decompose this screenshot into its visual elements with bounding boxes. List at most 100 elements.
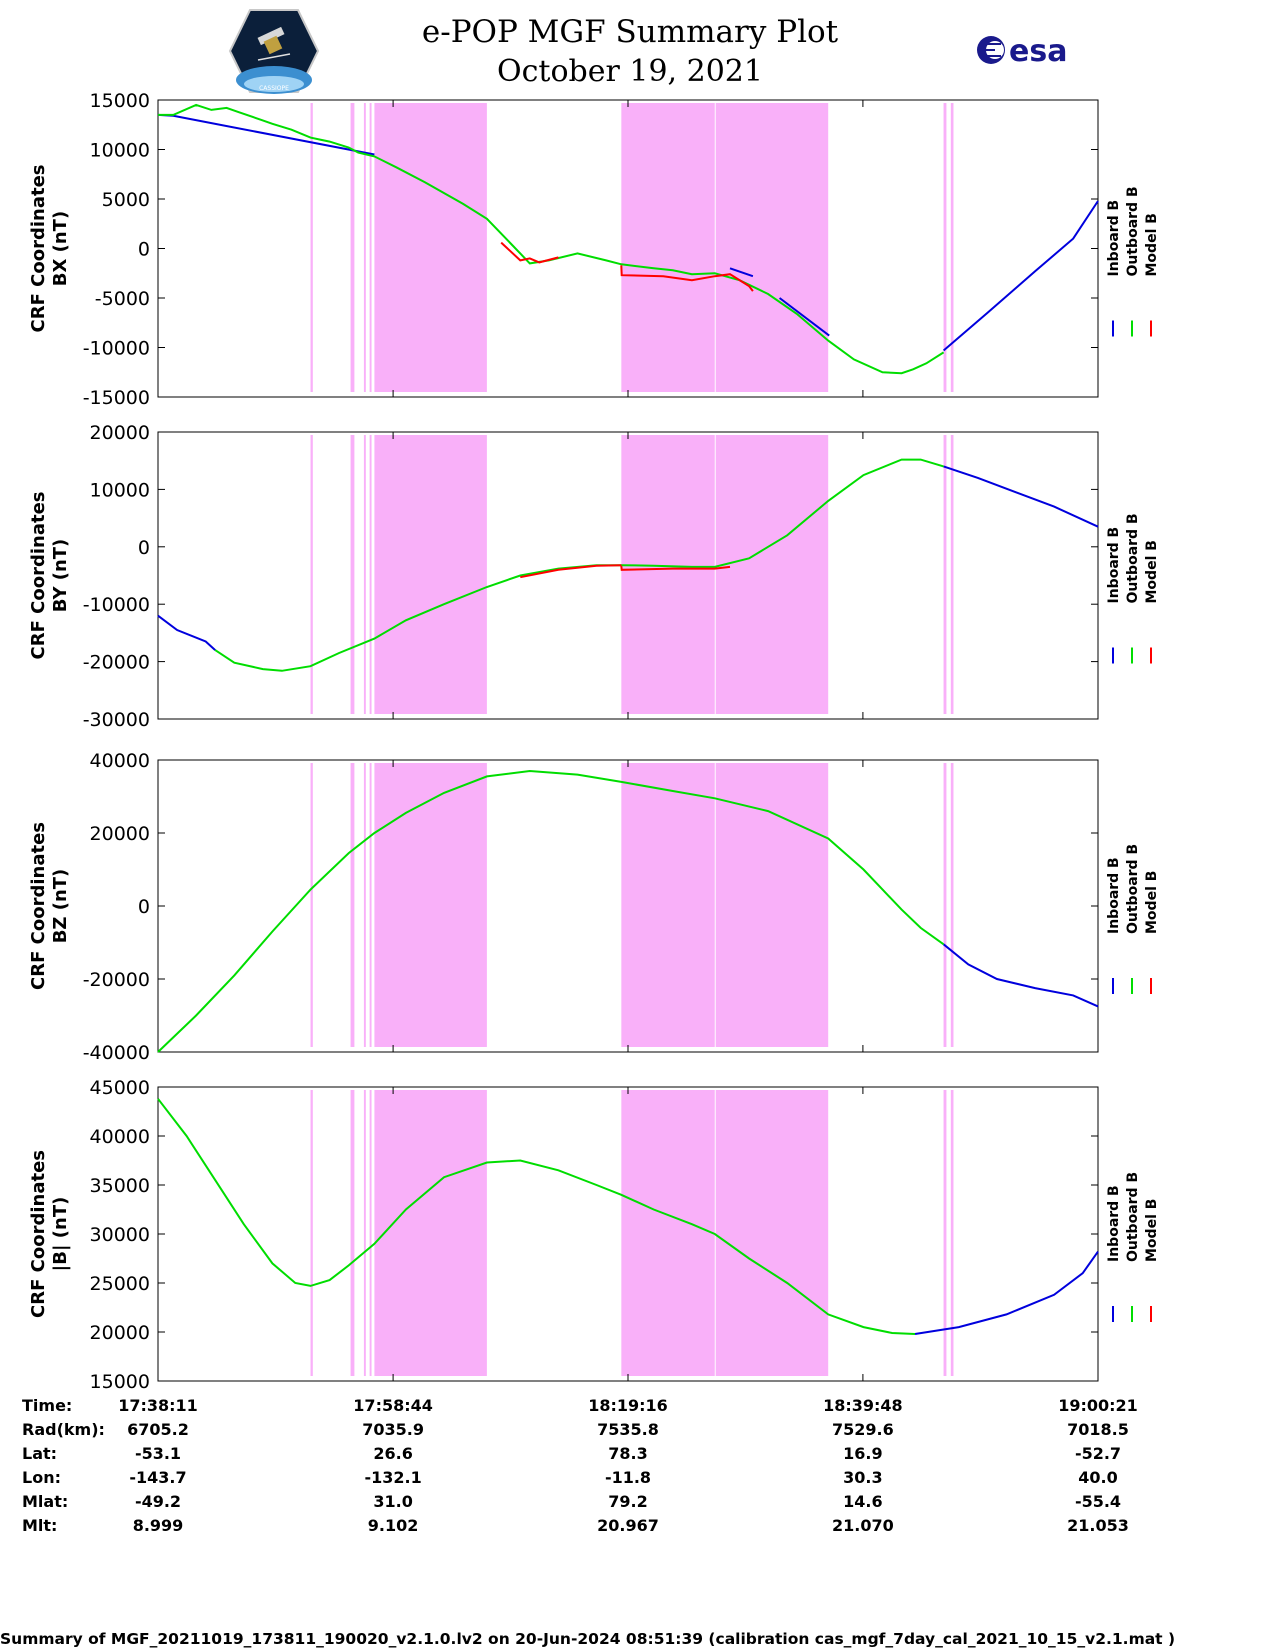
y-tick-label: 20000	[90, 1322, 150, 1344]
ephemeris-value: 7535.8	[597, 1420, 659, 1439]
legend-label: Model B	[1144, 1199, 1160, 1262]
shaded-interval	[363, 763, 366, 1047]
ephemeris-value: -11.8	[605, 1468, 651, 1487]
ephemeris-value: -55.4	[1075, 1492, 1121, 1511]
ephemeris-value: 18:19:16	[588, 1396, 668, 1415]
shaded-interval	[621, 103, 715, 392]
panel-1: 15000 10000 5000 0 -5000 -10000 -15000 CRF Coor…	[28, 90, 1160, 409]
ephemeris-value: -132.1	[364, 1468, 421, 1487]
y-tick-label: -5000	[95, 288, 150, 310]
series-line	[620, 565, 731, 571]
ephemeris-value: -52.7	[1075, 1444, 1121, 1463]
series-line	[942, 200, 1099, 352]
shaded-interval	[350, 763, 355, 1047]
ephemeris-row-label: Lat:	[22, 1444, 57, 1463]
shaded-interval	[350, 435, 355, 714]
y-tick-label: 30000	[90, 1224, 150, 1246]
legend-label: Outboard B	[1125, 844, 1141, 934]
panel-3: 40000 20000 0 -20000 -40000 CRF Coordinates BZ…	[28, 750, 1160, 1064]
shaded-interval	[943, 1090, 947, 1376]
shaded-interval	[374, 103, 487, 392]
ephemeris-row-label: Time:	[22, 1396, 72, 1415]
shaded-interval	[350, 103, 355, 392]
shaded-interval	[950, 435, 954, 714]
ephemeris-value: 8.999	[133, 1516, 184, 1535]
ephemeris-value: 7035.9	[362, 1420, 424, 1439]
legend-label: Outboard B	[1125, 1172, 1141, 1262]
series-line	[942, 943, 1099, 1008]
footer-caption: Summary of MGF_20211019_173811_190020_v2…	[0, 1630, 1176, 1648]
series-line	[729, 267, 754, 278]
y-tick-label: -20000	[83, 969, 150, 991]
shaded-interval	[310, 103, 313, 392]
ephemeris-value: 18:39:48	[823, 1396, 903, 1415]
series-line	[500, 241, 559, 264]
y-tick-label: 0	[138, 537, 150, 559]
ephemeris-value: -49.2	[135, 1492, 181, 1511]
y-tick-label: -10000	[83, 338, 150, 360]
shaded-interval	[374, 763, 487, 1047]
shaded-interval	[950, 763, 954, 1047]
ephemeris-value: 7529.6	[832, 1420, 894, 1439]
y-axis-label: |B| (nT)	[50, 1197, 71, 1272]
legend-label: Inboard B	[1106, 200, 1122, 277]
shaded-interval	[310, 1090, 313, 1376]
y-tick-label: 35000	[90, 1175, 150, 1197]
ephemeris-value: 6705.2	[127, 1420, 189, 1439]
ephemeris-row-label: Mlat:	[22, 1492, 68, 1511]
y-axis-label: CRF Coordinates	[28, 165, 49, 333]
ephemeris-row-label: Mlt:	[22, 1516, 57, 1535]
header: CASSIOPE e-POP MGF Summary Plot October …	[0, 0, 1275, 100]
shaded-interval	[621, 763, 715, 1047]
y-axis-label: BY (nT)	[50, 539, 71, 613]
cassiope-logo: CASSIOPE	[228, 9, 320, 94]
y-axis-label: CRF Coordinates	[28, 492, 49, 660]
series-line	[214, 458, 944, 672]
shaded-interval	[943, 103, 947, 392]
y-tick-label: 20000	[90, 823, 150, 845]
shaded-interval	[310, 435, 313, 714]
ephemeris-value: 7018.5	[1067, 1420, 1129, 1439]
ephemeris-value: 40.0	[1078, 1468, 1117, 1487]
chart-title: e-POP MGF Summary Plot	[421, 14, 839, 50]
y-tick-label: 15000	[90, 90, 150, 112]
y-tick-label: 40000	[90, 750, 150, 772]
shaded-interval	[350, 1090, 355, 1376]
ephemeris-value: 78.3	[608, 1444, 647, 1463]
series-line	[157, 614, 216, 651]
y-tick-label: 25000	[90, 1273, 150, 1295]
shaded-interval	[374, 1090, 487, 1376]
y-axis-label: CRF Coordinates	[28, 1150, 49, 1318]
esa-logo: esa	[977, 34, 1067, 69]
y-tick-label: -30000	[83, 709, 150, 731]
shaded-interval	[369, 1090, 372, 1376]
y-tick-label: -15000	[83, 387, 150, 409]
ephemeris-value: 21.070	[832, 1516, 894, 1535]
ephemeris-value: 26.6	[373, 1444, 412, 1463]
shaded-interval	[369, 435, 372, 714]
y-tick-label: 0	[138, 896, 150, 918]
chart-subtitle: October 19, 2021	[497, 54, 763, 89]
shaded-interval	[715, 103, 829, 392]
shaded-interval	[363, 435, 366, 714]
shaded-interval	[943, 763, 947, 1047]
series-line	[914, 1251, 1099, 1335]
ephemeris-value: 19:00:21	[1058, 1396, 1138, 1415]
y-tick-label: -20000	[83, 652, 150, 674]
y-tick-label: 5000	[102, 189, 150, 211]
y-tick-label: 10000	[90, 479, 150, 501]
ephemeris-value: -143.7	[129, 1468, 186, 1487]
panel-2: 20000 10000 0 -10000 -20000 -30000 CRF Coordin…	[28, 422, 1160, 731]
series-line	[778, 297, 830, 337]
panel-4: 45000 40000 35000 30000 25000 20000 15000 CRF C…	[28, 1077, 1160, 1393]
ephemeris-value: 16.9	[843, 1444, 882, 1463]
ephemeris-value: 14.6	[843, 1492, 882, 1511]
ephemeris-value: -53.1	[135, 1444, 181, 1463]
shaded-interval	[363, 1090, 366, 1376]
shaded-interval	[363, 103, 366, 392]
shaded-interval	[369, 103, 372, 392]
shaded-interval	[715, 435, 829, 714]
legend-label: Inboard B	[1106, 1185, 1122, 1262]
shaded-interval	[715, 763, 829, 1047]
